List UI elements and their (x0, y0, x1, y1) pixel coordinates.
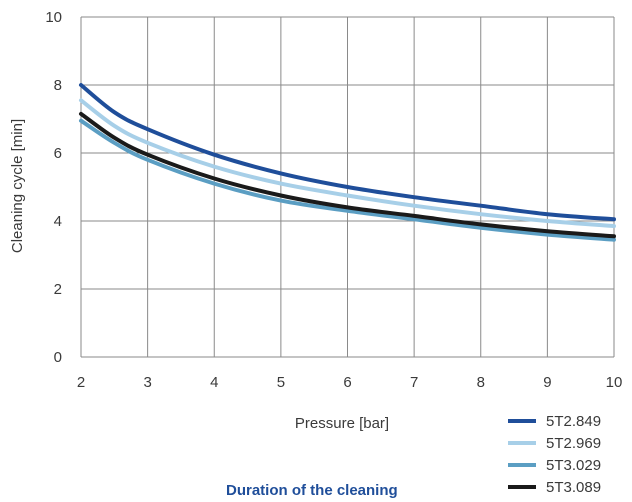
legend-item: 5T3.089 (508, 476, 601, 498)
legend-item: 5T3.029 (508, 454, 601, 476)
y-tick-label: 4 (54, 213, 62, 230)
y-tick-label: 0 (54, 349, 62, 366)
series-line-5T2.849 (79, 83, 616, 222)
chart-title: Duration of the cleaning (226, 482, 398, 499)
series-lines (79, 83, 616, 242)
y-tick-label: 8 (54, 77, 62, 94)
legend-label: 5T3.029 (546, 456, 602, 474)
x-axis-title: Pressure [bar] (295, 415, 389, 432)
y-axis-title: Cleaning cycle [min] (9, 119, 26, 253)
series-line-5T3.029 (79, 118, 616, 242)
series-line-5T3.089 (79, 111, 616, 239)
legend: 5T2.849 5T2.969 5T3.029 5T3.089 (508, 410, 601, 498)
y-tick-label: 2 (54, 281, 62, 298)
legend-item: 5T2.969 (508, 432, 601, 454)
legend-swatch (508, 419, 536, 423)
x-tick-label: 4 (210, 374, 218, 391)
x-tick-label: 5 (277, 374, 285, 391)
legend-swatch (508, 441, 536, 445)
x-tick-label: 8 (477, 374, 485, 391)
x-tick-label: 9 (543, 374, 551, 391)
legend-label: 5T2.969 (546, 434, 602, 452)
legend-swatch (508, 463, 536, 467)
x-tick-label: 10 (606, 374, 623, 391)
y-tick-label: 10 (45, 9, 62, 26)
legend-swatch (508, 485, 536, 489)
x-tick-label: 7 (410, 374, 418, 391)
x-tick-label: 3 (143, 374, 151, 391)
x-tick-label: 6 (343, 374, 351, 391)
series-line-5T2.969 (79, 98, 616, 229)
x-tick-label: 2 (77, 374, 85, 391)
legend-label: 5T3.089 (546, 478, 602, 496)
legend-item: 5T2.849 (508, 410, 601, 432)
legend-label: 5T2.849 (546, 412, 602, 430)
y-tick-label: 6 (54, 145, 62, 162)
